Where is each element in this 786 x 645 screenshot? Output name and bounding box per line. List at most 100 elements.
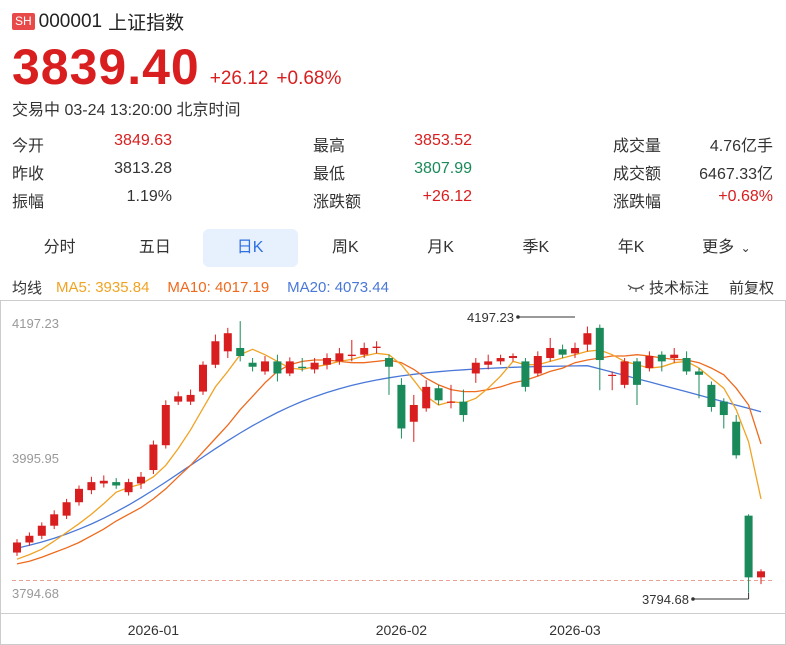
price-change: +26.12 — [209, 68, 269, 89]
candle-body — [521, 361, 530, 387]
candle-body — [757, 571, 765, 578]
stat-label: 最低 — [313, 166, 346, 183]
stat-label: 涨跌幅 — [613, 194, 662, 211]
candle-body — [25, 535, 34, 543]
candle-body — [99, 480, 108, 484]
tab-weekly-k[interactable]: 周K — [332, 239, 359, 256]
min-pointer-dot — [691, 597, 695, 601]
min-value-label: 3794.68 — [642, 592, 689, 607]
stat-label: 今开 — [12, 138, 45, 155]
tech-annotation-label: 技术标注 — [648, 279, 709, 297]
tech-annotation-toggle[interactable]: 技术标注 — [627, 277, 709, 298]
candle-body — [62, 502, 71, 516]
candle-body — [496, 358, 505, 362]
candle-body — [422, 386, 431, 409]
adjust-mode-button[interactable]: 前复权 — [728, 279, 774, 297]
ma-legend: 均线 MA5: 3935.84 MA10: 4017.19 MA20: 4073… — [12, 276, 774, 298]
candle-body — [149, 444, 158, 471]
chevron-down-icon: ⌄ — [740, 241, 751, 255]
price-row: 3839.40 +26.12 +0.68% — [12, 38, 341, 96]
stat-value: 3849.63 — [114, 132, 172, 149]
candle-body — [732, 421, 741, 456]
candle-body — [608, 374, 617, 377]
candle-body — [75, 488, 83, 503]
candle-body — [583, 333, 592, 345]
candle-body — [459, 401, 468, 416]
candle-body — [112, 482, 121, 486]
candle-body — [298, 366, 307, 369]
stock-header: SH 000001 上证指数 — [12, 8, 184, 35]
stat-value: 4.76亿手 — [709, 138, 773, 155]
candle-body — [50, 514, 59, 526]
price-change-pct: +0.68% — [276, 68, 342, 89]
stat-label: 昨收 — [12, 166, 45, 183]
candle-body — [657, 354, 666, 362]
candle-body — [558, 349, 567, 355]
tab-monthly-k[interactable]: 月K — [427, 239, 454, 256]
stat-value: 3807.99 — [414, 160, 472, 177]
stock-name: 上证指数 — [108, 13, 185, 34]
candle-body — [385, 358, 393, 367]
stat-value: 1.19% — [126, 188, 172, 205]
candle-body — [211, 341, 220, 365]
trading-status: 交易中 03-24 13:20:00 北京时间 — [12, 102, 241, 119]
candle-body — [199, 364, 207, 392]
y-tick-label: 4197.23 — [12, 316, 59, 331]
tab-daily-k[interactable]: 日K — [202, 229, 298, 267]
ma5-value: MA5: 3935.84 — [56, 278, 150, 296]
candle-body — [434, 388, 443, 401]
candle-body — [595, 327, 604, 361]
x-tick-label: 2026-01 — [128, 622, 180, 638]
tab-intraday[interactable]: 分时 — [43, 239, 76, 256]
market-badge: SH — [12, 13, 35, 30]
candle-body — [670, 354, 679, 359]
candle-body — [707, 384, 716, 407]
candle-body — [310, 362, 319, 370]
tab-quarterly-k[interactable]: 季K — [522, 239, 550, 256]
candle-body — [174, 396, 183, 402]
max-pointer-dot — [516, 315, 520, 319]
candle-body — [273, 361, 282, 374]
candle-body — [261, 361, 269, 372]
candle-body — [323, 358, 331, 365]
stat-label: 最高 — [313, 138, 346, 155]
candle-body — [124, 482, 133, 493]
candle-body — [484, 361, 493, 365]
candle-body — [236, 347, 245, 357]
candle-body — [161, 404, 170, 446]
candle-body — [335, 353, 344, 362]
current-price: 3839.40 — [12, 39, 200, 95]
candle-body — [719, 401, 728, 416]
stat-label: 成交额 — [613, 166, 662, 183]
kline-chart: 4197.23 3995.95 3794.68 4197.23 3794.68 2026-… — [0, 300, 786, 645]
legend-right: 技术标注 前复权 — [627, 276, 774, 298]
tab-more[interactable]: 更多 ⌄ — [679, 229, 774, 267]
candle-body — [533, 356, 542, 374]
stat-value: 3813.28 — [114, 160, 172, 177]
candle-body — [695, 371, 703, 375]
tab-more-label: 更多 — [702, 239, 735, 256]
candle-body — [186, 394, 195, 402]
stat-value: +0.68% — [718, 188, 773, 205]
candle-body — [509, 356, 517, 359]
candle-body — [137, 476, 145, 484]
stat-value: 6467.33亿 — [699, 166, 773, 183]
candle-body — [682, 358, 691, 372]
stat-label: 振幅 — [12, 194, 45, 211]
stat-label: 成交量 — [613, 138, 662, 155]
stat-label: 涨跌额 — [313, 194, 362, 211]
candle-body — [285, 361, 294, 374]
candle-body — [397, 384, 406, 429]
eye-icon — [627, 284, 645, 292]
candle-body — [447, 401, 455, 403]
stat-value: +26.12 — [422, 188, 472, 205]
tab-yearly-k[interactable]: 年K — [617, 239, 645, 256]
candle-body — [248, 362, 257, 367]
x-tick-label: 2026-03 — [549, 622, 601, 638]
candle-body — [347, 354, 356, 357]
ma20-value: MA20: 4073.44 — [287, 278, 389, 296]
candle-body — [372, 346, 381, 348]
candle-body — [546, 347, 555, 359]
stat-value: 3853.52 — [414, 132, 472, 149]
tab-five-day[interactable]: 五日 — [138, 239, 171, 256]
